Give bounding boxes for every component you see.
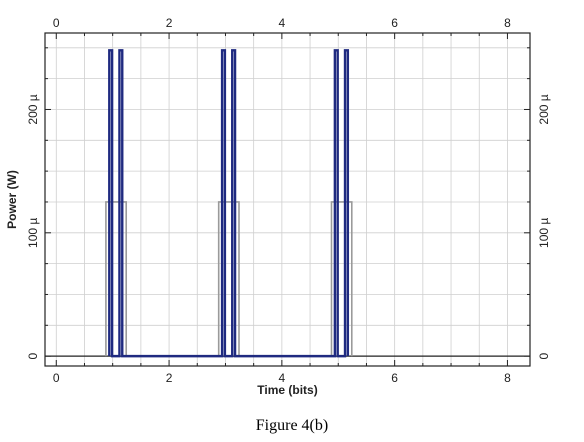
x-tick-label: 6	[391, 371, 398, 385]
grid	[45, 33, 530, 366]
x-axis-label: Time (bits)	[257, 383, 317, 397]
x-tick-label-top: 4	[279, 16, 286, 30]
y-tick-label-right: 0	[537, 352, 551, 359]
series-layer	[105, 49, 353, 358]
y-tick-label-right: 200 µ	[537, 94, 551, 124]
figure-caption: Figure 4(b)	[255, 417, 329, 434]
y-tick-label: 200 µ	[26, 94, 40, 124]
x-tick-label: 2	[166, 371, 173, 385]
y-axis-label: Power (W)	[5, 170, 19, 229]
series-line-1	[108, 49, 350, 358]
x-tick-label-top: 8	[504, 16, 511, 30]
x-tick-label-top: 6	[391, 16, 398, 30]
series-line-2	[105, 201, 353, 357]
x-tick-label: 4	[279, 371, 286, 385]
y-tick-label: 0	[26, 352, 40, 359]
x-tick-label-top: 2	[166, 16, 173, 30]
x-tick-label: 0	[53, 371, 60, 385]
y-tick-label: 100 µ	[26, 218, 40, 248]
x-tick-label-top: 0	[53, 16, 60, 30]
ticks: 0 0 2 2 4 4 6 6 8 8 0 0 100 µ 100 µ 200 µ 200 µ	[26, 16, 551, 385]
plot-frame	[44, 32, 531, 367]
x-tick-label: 8	[504, 371, 511, 385]
y-tick-label-right: 100 µ	[537, 218, 551, 248]
